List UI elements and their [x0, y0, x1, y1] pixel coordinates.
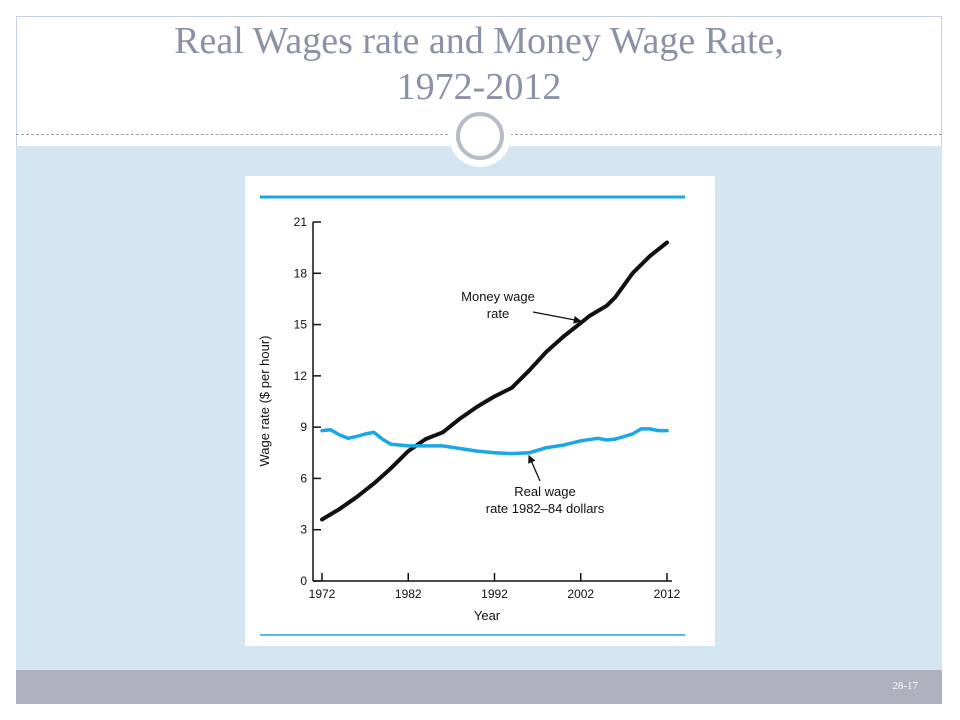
x-tick-label: 2002: [567, 587, 594, 601]
x-axis-title: Year: [474, 608, 501, 623]
y-tick-label: 6: [300, 471, 307, 485]
title-line-1: Real Wages rate and Money Wage Rate,: [174, 20, 784, 62]
annotation-layer: Money wage rate Real wage rate 1982–84 doll…: [461, 289, 605, 516]
y-ticks: 0 3 6 9 12 15 18 21: [294, 215, 321, 588]
series-layer: [320, 240, 669, 522]
x-tick-label: 1982: [395, 587, 422, 601]
y-tick-label: 21: [294, 215, 308, 229]
title-line-2: 1972-2012: [396, 66, 562, 108]
money-annotation-label: rate: [487, 306, 509, 321]
x-tick-label: 2012: [654, 587, 681, 601]
real-annotation-arrow: [528, 454, 541, 482]
money-annotation: Money wage rate: [461, 289, 582, 324]
y-tick-label: 9: [300, 420, 307, 434]
money-annotation-arrow: [532, 311, 582, 324]
chart-panel: 0 3 6 9 12 15 18 21 1972 1982 1992 2002 2012 Money …: [245, 176, 715, 646]
money-annotation-label: Money wage: [461, 289, 535, 304]
slide-number: 28-17: [892, 680, 918, 692]
real-wage-line: [320, 427, 669, 456]
real-annotation-label: rate 1982–84 dollars: [486, 501, 605, 516]
y-tick-label: 15: [294, 318, 308, 332]
y-tick-label: 12: [294, 369, 308, 383]
circle-ornament-ring: [456, 112, 504, 160]
y-tick-label: 18: [294, 266, 308, 280]
slide-title: Real Wages rate and Money Wage Rate, 197…: [16, 18, 942, 110]
y-tick-label: 0: [300, 574, 307, 588]
x-tick-label: 1992: [481, 587, 508, 601]
footer-bar: 28-17: [16, 670, 942, 704]
real-annotation-label: Real wage: [514, 484, 575, 499]
y-axis-title: Wage rate ($ per hour): [257, 335, 272, 466]
x-ticks: 1972 1982 1992 2002 2012: [309, 573, 681, 601]
money-wage-line: [320, 240, 669, 522]
wage-rate-chart: 0 3 6 9 12 15 18 21 1972 1982 1992 2002 2012 Money …: [257, 195, 685, 636]
x-tick-label: 1972: [309, 587, 336, 601]
y-tick-label: 3: [300, 523, 307, 537]
real-annotation: Real wage rate 1982–84 dollars: [486, 454, 605, 516]
